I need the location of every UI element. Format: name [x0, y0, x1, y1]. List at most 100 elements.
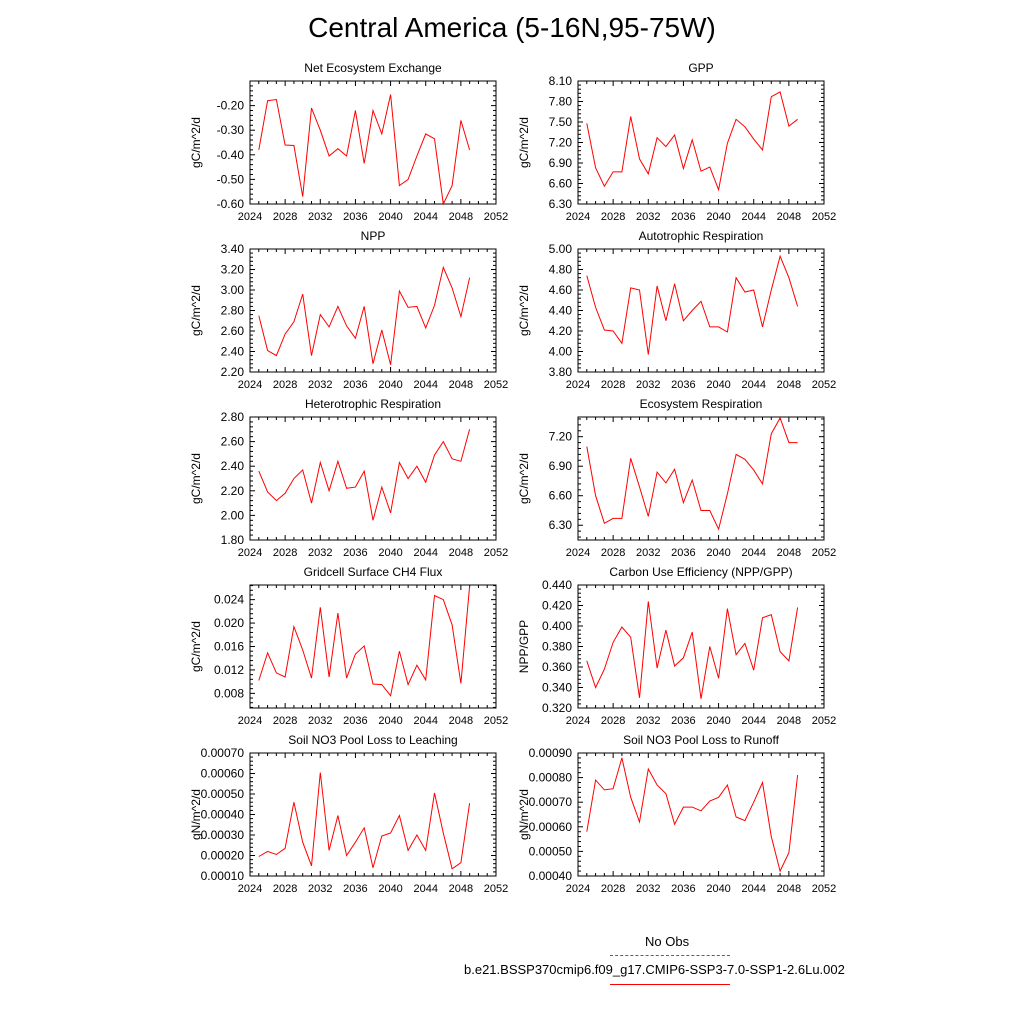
plot-frame — [249, 752, 497, 877]
y-axis-label: gC/m^2/d — [189, 117, 203, 168]
panel-title: Soil NO3 Pool Loss to Leaching — [288, 733, 457, 747]
y-tick-label: 0.00010 — [201, 869, 245, 883]
panel-title: Heterotrophic Respiration — [305, 397, 441, 411]
y-tick-label: 3.40 — [221, 242, 245, 256]
y-tick-label: -0.40 — [217, 148, 245, 162]
x-tick-label: 2028 — [601, 379, 625, 391]
y-tick-label: 7.20 — [549, 136, 573, 150]
x-tick-label: 2048 — [449, 547, 473, 559]
y-tick-label: 0.00040 — [201, 808, 245, 822]
y-tick-label: 0.420 — [542, 599, 572, 613]
y-tick-label: 4.00 — [549, 345, 573, 359]
y-tick-label: 8.10 — [549, 74, 573, 88]
y-tick-label: -0.30 — [217, 123, 245, 137]
x-tick-label: 2040 — [706, 379, 730, 391]
x-tick-label: 2036 — [343, 883, 367, 895]
x-tick-label: 2052 — [484, 715, 508, 727]
y-tick-label: 0.00080 — [529, 771, 573, 785]
x-tick-label: 2028 — [601, 211, 625, 223]
x-tick-label: 2044 — [741, 547, 765, 559]
chart-panel-10: Soil NO3 Pool Loss to Runoff gN/m^2/d 2024… — [517, 733, 836, 895]
x-tick-label: 2028 — [601, 715, 625, 727]
x-tick-label: 2036 — [343, 547, 367, 559]
x-tick-label: 2044 — [741, 715, 765, 727]
y-tick-label: 6.60 — [549, 177, 573, 191]
y-tick-label: 0.00070 — [201, 746, 245, 760]
x-tick-label: 2028 — [273, 211, 297, 223]
legend-line-no-obs — [610, 955, 730, 956]
x-tick-label: 2024 — [566, 211, 590, 223]
chart-panel-7: Gridcell Surface CH4 Flux gC/m^2/d 2024 202… — [189, 565, 508, 727]
x-tick-label: 2048 — [777, 547, 801, 559]
x-tick-label: 2024 — [238, 883, 262, 895]
x-tick-label: 2044 — [413, 547, 437, 559]
page-title: Central America (5-16N,95-75W) — [308, 12, 716, 43]
y-tick-label: 0.360 — [542, 660, 572, 674]
x-tick-label: 2036 — [671, 883, 695, 895]
plot-frame — [577, 416, 825, 541]
x-tick-label: 2036 — [343, 211, 367, 223]
x-tick-label: 2024 — [238, 715, 262, 727]
x-tick-label: 2040 — [706, 211, 730, 223]
x-tick-label: 2052 — [812, 883, 836, 895]
x-tick-label: 2052 — [812, 715, 836, 727]
chart-panel-3: NPP gC/m^2/d 2024 2028 2032 2036 2040 2044 2048 2… — [189, 229, 508, 391]
chart-panel-6: Ecosystem Respiration gC/m^2/d 2024 2028 203… — [517, 397, 836, 559]
y-tick-label: 0.00060 — [201, 767, 245, 781]
x-tick-label: 2032 — [308, 715, 332, 727]
y-axis-label: gN/m^2/d — [189, 789, 203, 840]
x-tick-label: 2044 — [413, 211, 437, 223]
y-axis-label: NPP/GPP — [517, 620, 531, 673]
plot-frame — [249, 80, 497, 205]
y-tick-label: 2.80 — [221, 410, 245, 424]
legend-line-run — [610, 984, 730, 985]
x-tick-label: 2048 — [449, 715, 473, 727]
x-tick-label: 2040 — [706, 883, 730, 895]
plot-frame — [577, 248, 825, 373]
x-tick-label: 2048 — [777, 379, 801, 391]
y-tick-label: 6.60 — [549, 489, 573, 503]
x-tick-label: 2024 — [566, 883, 590, 895]
panel-title: GPP — [688, 61, 713, 75]
series-line — [258, 429, 471, 521]
x-tick-label: 2040 — [706, 547, 730, 559]
series-line — [586, 416, 798, 531]
y-axis-label: gC/m^2/d — [189, 453, 203, 504]
y-tick-label: 2.80 — [221, 304, 245, 318]
y-tick-label: 2.20 — [221, 365, 245, 379]
chart-panel-9: Soil NO3 Pool Loss to Leaching gN/m^2/d 20… — [189, 733, 508, 895]
panel-title: Carbon Use Efficiency (NPP/GPP) — [609, 565, 792, 579]
y-tick-label: 6.30 — [549, 518, 573, 532]
panel-title: Ecosystem Respiration — [640, 397, 763, 411]
y-tick-label: 0.024 — [214, 593, 244, 607]
x-tick-label: 2048 — [449, 211, 473, 223]
y-tick-label: 3.80 — [549, 365, 573, 379]
y-tick-label: 4.80 — [549, 263, 573, 277]
plot-frame — [577, 80, 825, 205]
legend-label-no-obs: No Obs — [645, 934, 690, 949]
chart-panel-2: GPP gC/m^2/d 2024 2028 2032 2036 2040 2044 2048 2… — [517, 61, 836, 223]
y-tick-label: 0.00040 — [529, 869, 573, 883]
x-tick-label: 2052 — [484, 883, 508, 895]
x-tick-label: 2024 — [238, 379, 262, 391]
x-tick-label: 2040 — [378, 547, 402, 559]
x-tick-label: 2048 — [777, 883, 801, 895]
y-tick-label: 2.60 — [221, 324, 245, 338]
x-tick-label: 2024 — [238, 211, 262, 223]
legend: No Obs b.e21.BSSP370cmip6.f09_g17.CMIP6-… — [420, 930, 980, 1010]
x-tick-label: 2024 — [566, 379, 590, 391]
y-tick-label: 0.008 — [214, 686, 244, 700]
series-line — [586, 91, 798, 192]
y-tick-label: 0.00020 — [201, 849, 245, 863]
y-tick-label: -0.20 — [217, 99, 245, 113]
x-tick-label: 2040 — [378, 379, 402, 391]
series-line — [586, 601, 799, 699]
x-tick-label: 2032 — [308, 547, 332, 559]
y-tick-label: 1.80 — [221, 533, 245, 547]
y-tick-label: 0.00030 — [201, 828, 245, 842]
y-tick-label: 0.020 — [214, 616, 244, 630]
x-tick-label: 2044 — [413, 883, 437, 895]
x-tick-label: 2024 — [566, 547, 590, 559]
